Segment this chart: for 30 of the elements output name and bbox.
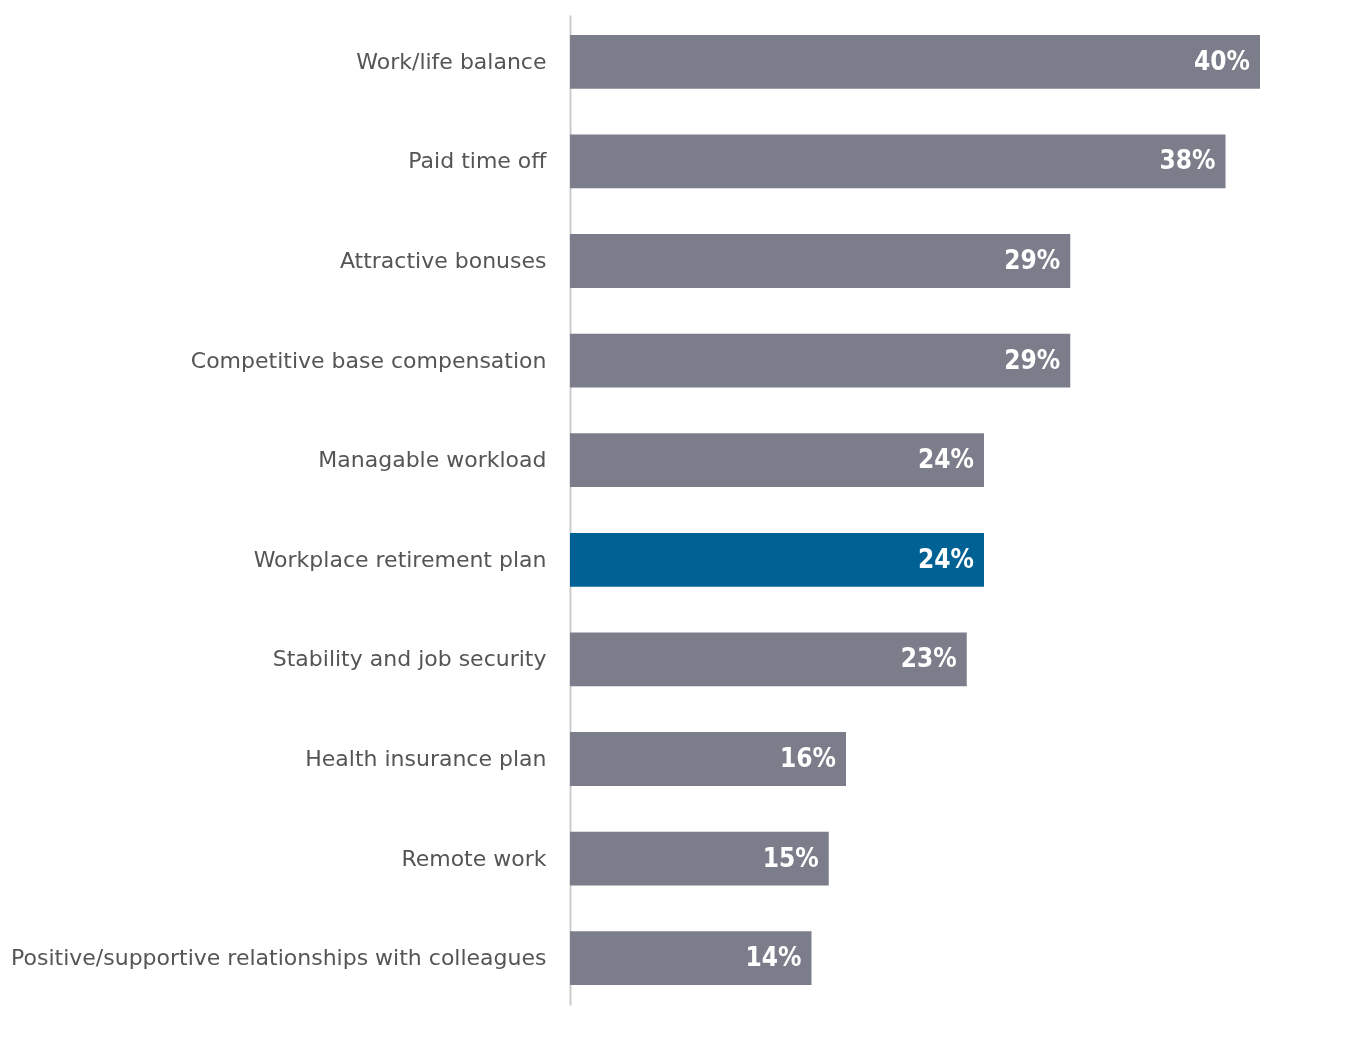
y-tick-label: Competitive base compensation xyxy=(190,347,547,373)
y-tick-label: Paid time off xyxy=(408,148,548,174)
bar xyxy=(570,831,829,886)
bar xyxy=(570,931,812,986)
bar xyxy=(570,234,1071,288)
data-label: 16% xyxy=(780,742,836,773)
bar xyxy=(570,732,846,786)
y-tick-label: Work/life balance xyxy=(356,48,547,74)
data-label: 29% xyxy=(1004,245,1061,276)
y-tick-label: Managable workload xyxy=(318,447,547,473)
y-tick-label: Remote work xyxy=(401,845,547,871)
y-tick-label: Attractive bonuses xyxy=(339,248,547,274)
bar xyxy=(570,134,1226,189)
data-label: 14% xyxy=(745,942,802,973)
data-label: 24% xyxy=(918,543,974,574)
bar xyxy=(570,632,967,687)
y-tick-label: Stability and job security xyxy=(272,646,547,672)
data-label: 38% xyxy=(1159,145,1216,176)
bar xyxy=(570,532,984,587)
y-tick-label: Positive/supportive relationships with colleagues xyxy=(11,945,547,971)
y-tick-label: Health insurance plan xyxy=(305,745,547,771)
data-label: 29% xyxy=(1004,344,1061,375)
bar xyxy=(570,34,1260,89)
data-label: 23% xyxy=(900,643,957,674)
y-tick-label: Workplace retirement plan xyxy=(253,546,547,572)
data-label: 40% xyxy=(1194,45,1250,76)
data-label: 15% xyxy=(762,842,819,873)
bar xyxy=(570,333,1071,388)
data-label: 24% xyxy=(918,444,974,475)
bar xyxy=(570,433,984,488)
